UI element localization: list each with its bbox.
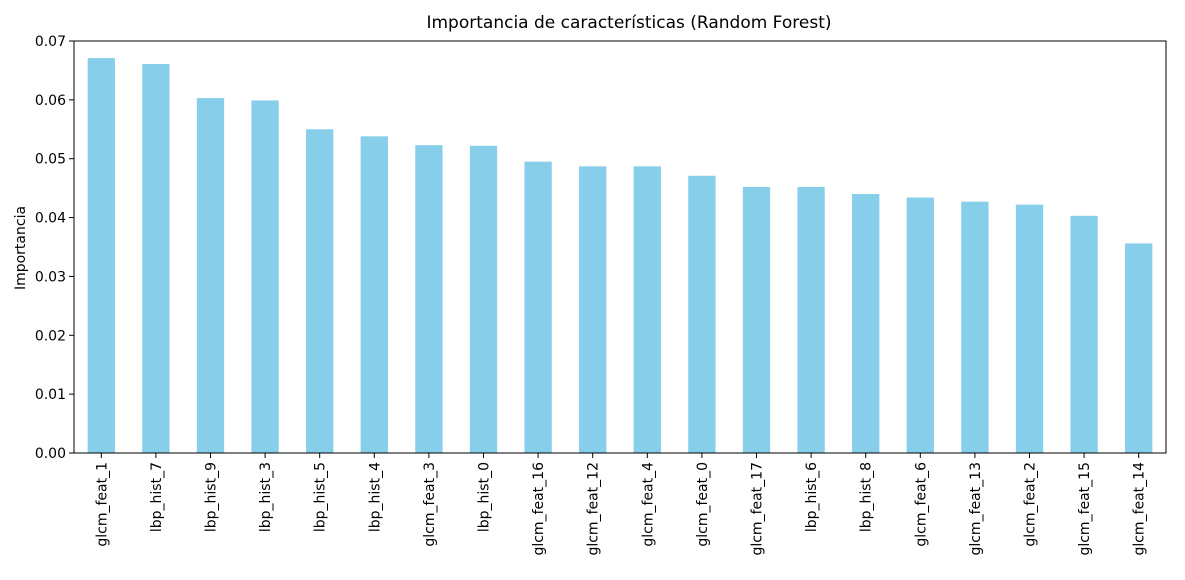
bar-glcm-feat-4: [633, 166, 661, 453]
x-tick-label: lbp_hist_7: [149, 462, 165, 532]
bar-lbp-hist-5: [306, 129, 334, 454]
x-tick-label: glcm_feat_16: [531, 462, 547, 556]
bar-glcm-feat-14: [1125, 243, 1153, 453]
bar-glcm-feat-15: [1070, 215, 1098, 453]
y-tick-label: 0.06: [35, 93, 66, 109]
bar-glcm-feat-1: [87, 58, 115, 453]
x-tick-label: glcm_feat_14: [1132, 462, 1148, 556]
bar-glcm-feat-2: [1015, 204, 1044, 453]
bar-glcm-feat-0: [688, 175, 716, 454]
x-tick-label: glcm_feat_12: [586, 462, 602, 556]
x-tick-label: lbp_hist_0: [477, 462, 493, 532]
bar-lbp-hist-3: [251, 100, 279, 454]
x-tick-label: glcm_feat_2: [1023, 462, 1039, 547]
y-tick-label: 0.04: [35, 211, 66, 227]
bar-lbp-hist-7: [142, 63, 170, 453]
x-tick-label: glcm_feat_6: [913, 462, 929, 547]
y-axis: 0.00 0.01 0.02 0.03 0.04 0.05 0.06 0.07: [35, 34, 74, 462]
x-tick-label: glcm_feat_4: [640, 462, 656, 547]
bar-glcm-feat-12: [579, 166, 607, 453]
x-tick-label: glcm_feat_3: [422, 462, 438, 547]
x-tick-label: glcm_feat_0: [695, 462, 711, 547]
x-tick-label: lbp_hist_6: [804, 462, 820, 532]
bar-glcm-feat-3: [415, 145, 443, 454]
x-tick-label: lbp_hist_4: [367, 462, 383, 532]
y-tick-label: 0.03: [35, 269, 66, 285]
x-tick-label: lbp_hist_3: [258, 462, 274, 532]
y-axis-label: Importancia: [13, 206, 29, 290]
bar-glcm-feat-17: [742, 186, 771, 454]
bar-glcm-feat-16: [524, 161, 552, 453]
y-tick-label: 0.07: [35, 34, 66, 50]
y-tick-label: 0.00: [35, 446, 66, 462]
y-tick-label: 0.05: [35, 152, 66, 168]
x-tick-label: glcm_feat_17: [750, 462, 766, 556]
x-tick-label: lbp_hist_5: [313, 462, 329, 532]
x-tick-label: lbp_hist_8: [859, 462, 875, 532]
bar-lbp-hist-0: [469, 145, 498, 453]
plot-frame: [73, 40, 1167, 454]
chart-title: Importancia de características (Random F…: [426, 13, 831, 33]
bar-lbp-hist-9: [196, 98, 225, 453]
x-tick-label: glcm_feat_1: [94, 462, 110, 547]
x-tick-label: lbp_hist_9: [204, 462, 220, 532]
y-tick-label: 0.02: [35, 328, 66, 344]
x-axis: glcm_feat_1 lbp_hist_7 lbp_hist_9 lbp_hist_…: [94, 453, 1148, 556]
bar-lbp-hist-6: [797, 186, 825, 454]
bar-glcm-feat-6: [906, 197, 934, 453]
bar-glcm-feat-13: [961, 201, 989, 453]
x-tick-label: glcm_feat_15: [1077, 462, 1093, 556]
bar-lbp-hist-4: [360, 136, 388, 453]
y-tick-label: 0.01: [35, 387, 66, 403]
bar-lbp-hist-8: [852, 194, 880, 453]
x-tick-label: glcm_feat_13: [968, 462, 984, 556]
bars-group: [87, 58, 1153, 454]
